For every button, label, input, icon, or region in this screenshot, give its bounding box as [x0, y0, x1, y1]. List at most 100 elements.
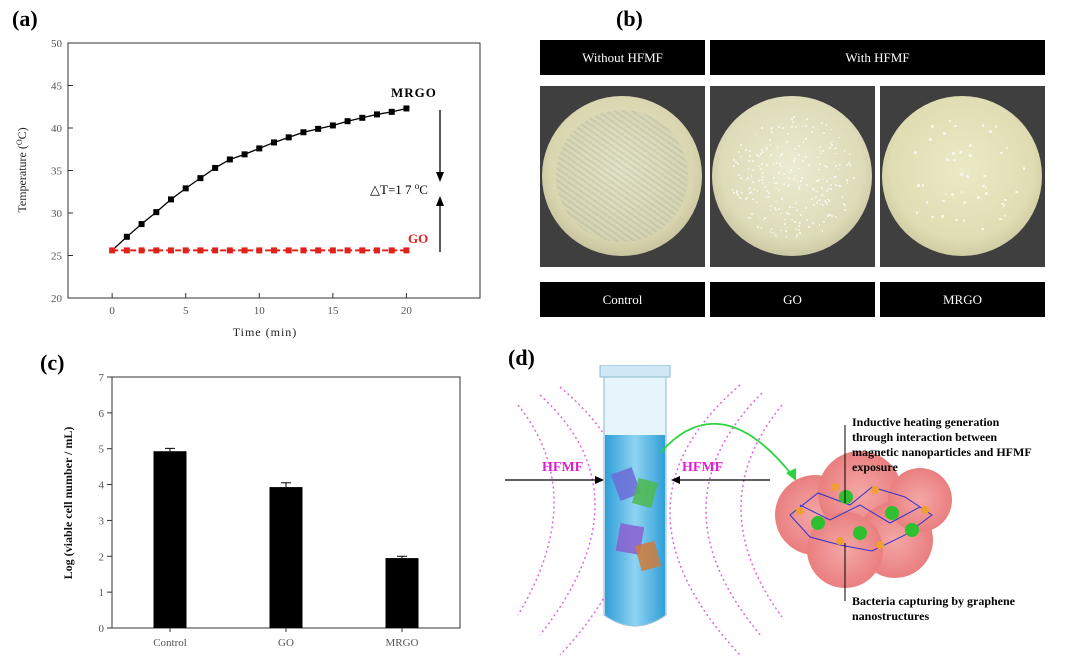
field-line — [559, 386, 631, 656]
colony-dot — [805, 156, 807, 159]
colony-dot — [745, 178, 748, 181]
data-point-go — [359, 247, 366, 254]
y-tick-label: 1 — [99, 587, 105, 599]
colony-dot — [796, 209, 798, 212]
y-axis-title: Temperature (OC) — [15, 127, 30, 212]
colony-dot — [752, 181, 755, 184]
data-point-mrgo — [153, 209, 160, 216]
colony-dot — [827, 215, 829, 218]
colony-dot — [816, 128, 819, 131]
data-point-mrgo — [212, 164, 219, 171]
colony-dot — [807, 226, 810, 229]
photo-mrgo-dish — [880, 86, 1045, 267]
colony-dot — [761, 182, 764, 185]
colony-dot — [819, 152, 822, 155]
colony-dot — [792, 206, 795, 209]
colony-dot — [841, 195, 844, 198]
colony-dot — [789, 168, 792, 171]
y-tick-label: 30 — [51, 208, 63, 220]
colony-dot — [761, 149, 764, 151]
header-with-hfmf: With HFMF — [710, 40, 1045, 75]
colony-dot — [943, 131, 947, 135]
x-tick-label: 20 — [401, 305, 413, 317]
colony-dot — [791, 126, 793, 129]
colony-dot — [788, 176, 791, 179]
colony-dot — [799, 180, 802, 183]
colony-dot — [761, 178, 763, 181]
colony-dot — [736, 190, 738, 192]
colony-dot — [793, 158, 796, 160]
colony-dot — [848, 153, 851, 155]
colony-dot — [955, 218, 958, 222]
colony-dot — [951, 192, 954, 196]
colony-dot — [982, 174, 986, 178]
y-tick-label: 45 — [51, 81, 63, 93]
colony-dot — [1022, 167, 1026, 170]
colony-dot — [828, 213, 831, 216]
colony-dot — [805, 118, 808, 121]
colony-dot — [814, 196, 817, 199]
colony-dot — [994, 124, 998, 128]
hfmf-arrowhead-left — [595, 476, 604, 484]
colony-dot — [942, 199, 945, 203]
x-tick-label: 5 — [183, 305, 189, 317]
colony-dot — [747, 188, 750, 191]
colony-dot — [822, 178, 825, 181]
data-point-go — [182, 247, 189, 254]
colony-dot — [776, 147, 779, 149]
colony-dot — [746, 176, 749, 179]
colony-dot — [831, 215, 833, 217]
data-point-mrgo — [300, 129, 307, 136]
colony-dot — [818, 179, 821, 181]
colony-dot — [765, 163, 768, 166]
colony-dot — [953, 124, 957, 128]
colony-dot — [793, 116, 796, 119]
colony-dot — [801, 125, 804, 128]
field-line — [539, 394, 596, 636]
colony-dot — [941, 215, 944, 218]
colony-dot — [797, 153, 800, 156]
go-series-label: GO — [408, 231, 428, 246]
colony-dot — [823, 220, 825, 223]
colony-dot — [740, 143, 743, 146]
colony-dot — [834, 152, 837, 155]
y-tick-label: 20 — [51, 293, 63, 305]
caption-control: Control — [540, 282, 705, 317]
colony-dot — [1004, 198, 1007, 202]
colony-dot — [787, 184, 789, 187]
colony-dot — [774, 235, 777, 238]
data-point-mrgo — [374, 111, 380, 118]
colony-dot — [793, 147, 796, 150]
colony-dot — [826, 198, 829, 201]
panel-label-b: (b) — [616, 6, 643, 31]
colony-dot — [766, 190, 769, 193]
colony-dot — [960, 173, 963, 176]
colony-dot — [771, 130, 773, 133]
colony-dot — [755, 153, 758, 156]
colony-dot — [818, 163, 821, 166]
colony-dot — [789, 206, 792, 208]
y-tick-label: 2 — [99, 551, 105, 563]
colony-dot — [834, 147, 837, 150]
colony-dot — [767, 192, 770, 195]
data-point-mrgo — [388, 108, 395, 115]
field-line — [705, 392, 763, 638]
data-point-mrgo — [285, 134, 292, 141]
delta-arrowhead-down — [436, 172, 444, 182]
colony-dot — [811, 126, 814, 128]
colony-dot — [833, 176, 836, 178]
colony-dot — [732, 165, 735, 168]
colony-dot — [738, 150, 741, 153]
colony-dot — [739, 155, 742, 158]
colony-dot — [750, 175, 753, 178]
colony-dot — [808, 164, 811, 167]
data-point-go — [123, 247, 130, 254]
test-tube-rim — [599, 365, 671, 378]
colony-dot — [828, 199, 831, 202]
colony-dot — [796, 181, 799, 183]
nanostructure-sheet — [631, 477, 659, 509]
y-tick-label: 40 — [51, 123, 63, 135]
hfmf-label-left: HFMF — [542, 460, 583, 475]
colony-dot — [1003, 214, 1007, 218]
viable-cell-bar-chart: 0 1 2 3 4 5 6 7 Control GO MRGO Log (viable cell … — [61, 372, 461, 649]
